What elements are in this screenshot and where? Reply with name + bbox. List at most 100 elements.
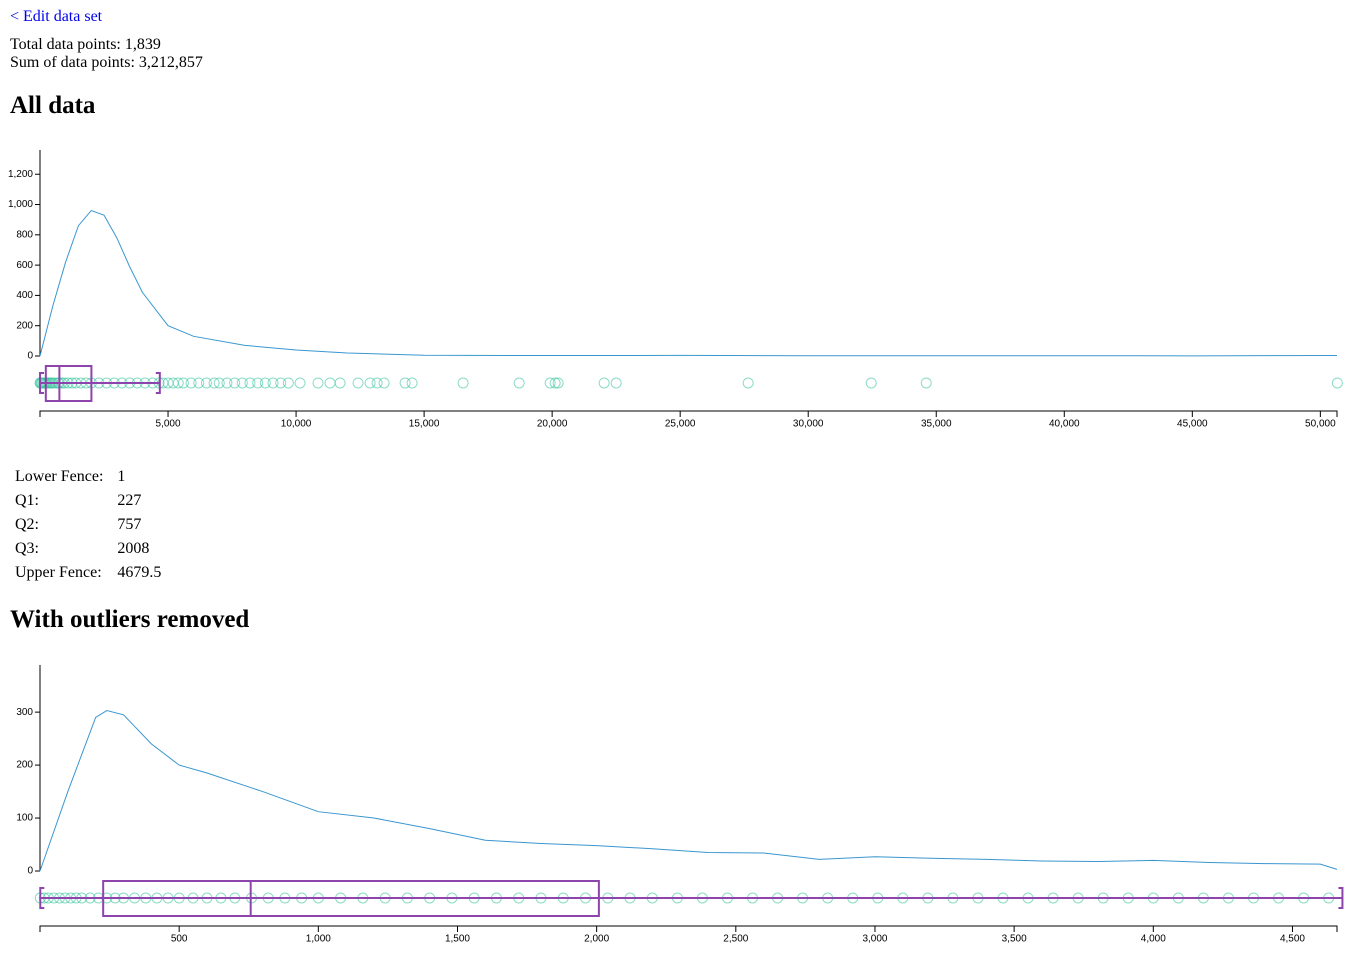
fence-label: Q2: <box>15 516 39 533</box>
x-tick-label: 500 <box>171 934 188 945</box>
heading: All data <box>10 92 96 119</box>
data-point <box>177 377 189 389</box>
x-axis <box>39 410 1338 417</box>
data-point <box>252 377 264 389</box>
data-point <box>312 377 324 389</box>
data-point <box>244 377 256 389</box>
x-tick-label: 35,000 <box>921 419 952 430</box>
box <box>102 880 600 917</box>
data-point <box>1331 377 1343 389</box>
y-tick-label: 300 <box>16 707 33 718</box>
density-curve <box>39 210 1338 357</box>
fence-row: Q2: 757 <box>15 513 175 537</box>
chart: 0 100 200 300 500 1,000 1,500 2,000 2,500 3,000 3,… <box>16 665 1344 945</box>
data-point <box>742 377 754 389</box>
data-point <box>364 377 376 389</box>
stats: Total data points: 1,839 Sum of data poi… <box>10 36 203 72</box>
data-point <box>200 377 212 389</box>
fence-value: 757 <box>117 516 142 533</box>
data-point <box>259 377 271 389</box>
y-tick-label: 1,000 <box>8 199 33 210</box>
heading: With outliers removed <box>10 606 250 633</box>
x-tick-label: 40,000 <box>1049 419 1080 430</box>
data-point <box>920 377 932 389</box>
data-point <box>229 377 241 389</box>
upper-fence <box>155 372 161 394</box>
x-tick-label: 4,500 <box>1280 934 1305 945</box>
y-tick-label: 0 <box>27 351 33 362</box>
x-tick-label: 20,000 <box>537 419 568 430</box>
data-point <box>213 377 225 389</box>
fence-row: Q1: 227 <box>15 489 175 513</box>
edit-link[interactable]: < Edit data set <box>10 8 103 25</box>
y-tick-label: 200 <box>16 320 33 331</box>
density-curve <box>39 710 1338 872</box>
data-point <box>406 377 418 389</box>
x-tick-label: 3,500 <box>1002 934 1027 945</box>
fence-row: Upper Fence: 4679.5 <box>15 561 175 585</box>
fence-label: Lower Fence: <box>15 468 104 485</box>
data-point <box>275 377 287 389</box>
fence-value: 4679.5 <box>117 564 162 581</box>
y-tick-label: 200 <box>16 760 33 771</box>
data-point <box>371 377 383 389</box>
fence-table: Lower Fence: 1 Q1: 227 Q2: 757 Q3: 2008 Upper Fe… <box>15 465 175 585</box>
y-tick-label: 600 <box>16 260 33 271</box>
data-point <box>513 377 525 389</box>
fence-row: Q3: 2008 <box>15 537 175 561</box>
data-point <box>457 377 469 389</box>
data-point <box>236 377 248 389</box>
data-point <box>598 377 610 389</box>
data-point <box>399 377 411 389</box>
x-tick-label: 25,000 <box>665 419 696 430</box>
data-point <box>221 377 233 389</box>
data-point <box>549 377 561 389</box>
data-point <box>610 377 622 389</box>
data-point <box>193 377 205 389</box>
data-point <box>552 377 564 389</box>
data-point <box>378 377 390 389</box>
x-tick-label: 2,000 <box>584 934 609 945</box>
data-point <box>172 377 184 389</box>
y-tick-label: 800 <box>16 229 33 240</box>
fence-row: Lower Fence: 1 <box>15 465 175 489</box>
chart: 0 200 400 600 800 1,000 1,200 5,000 10,000 15,000… <box>8 150 1343 430</box>
data-point <box>185 377 197 389</box>
fence-label: Q3: <box>15 540 39 557</box>
y-tick-label: 0 <box>27 866 33 877</box>
x-tick-label: 30,000 <box>793 419 824 430</box>
data-point <box>352 377 364 389</box>
box <box>44 365 93 402</box>
data-point <box>208 377 220 389</box>
upper-fence <box>1338 887 1344 909</box>
y-tick-label: 400 <box>16 290 33 301</box>
x-tick-label: 5,000 <box>156 419 181 430</box>
data-point <box>334 377 346 389</box>
x-tick-label: 3,000 <box>862 934 887 945</box>
x-tick-label: 15,000 <box>409 419 440 430</box>
fence-value: 227 <box>117 492 142 509</box>
data-point <box>294 377 306 389</box>
data-point <box>267 377 279 389</box>
x-tick-label: 10,000 <box>281 419 312 430</box>
data-point <box>282 377 294 389</box>
lower-fence <box>39 372 45 394</box>
data-point <box>324 377 336 389</box>
fence-label: Upper Fence: <box>15 564 102 581</box>
x-tick-label: 1,000 <box>306 934 331 945</box>
data-point <box>865 377 877 389</box>
y-tick-label: 1,200 <box>8 169 33 180</box>
x-tick-label: 50,000 <box>1305 419 1336 430</box>
lower-fence <box>39 887 45 909</box>
x-tick-label: 1,500 <box>445 934 470 945</box>
y-tick-label: 100 <box>16 813 33 824</box>
x-axis <box>39 925 1338 932</box>
stat: Sum of data points: 3,212,857 <box>10 54 203 71</box>
x-tick-label: 4,000 <box>1141 934 1166 945</box>
x-tick-label: 45,000 <box>1177 419 1208 430</box>
stat: Total data points: 1,839 <box>10 36 161 53</box>
fence-value: 1 <box>117 468 126 485</box>
fence-value: 2008 <box>117 540 150 557</box>
x-tick-label: 2,500 <box>723 934 748 945</box>
